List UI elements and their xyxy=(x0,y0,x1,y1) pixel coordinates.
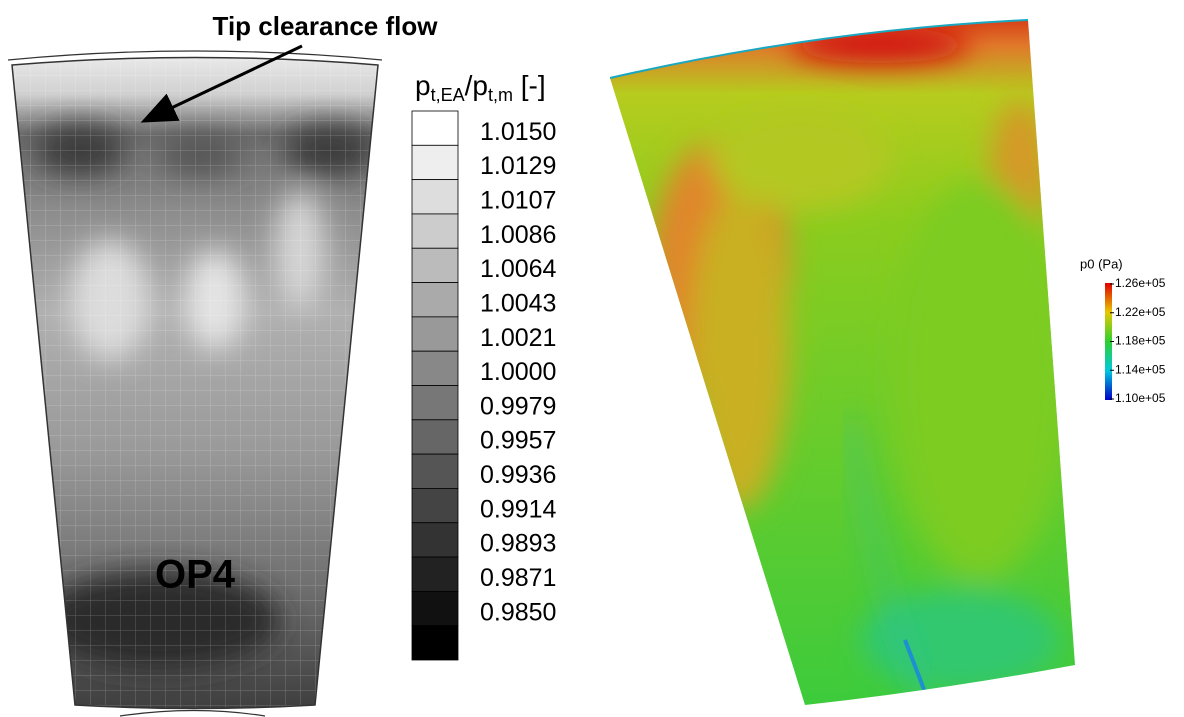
left-outline xyxy=(119,709,266,717)
title-part: /p xyxy=(465,70,488,101)
colorbar-label: 1.0043 xyxy=(480,289,556,317)
colorbar-box xyxy=(411,419,459,455)
title-part: [-] xyxy=(513,70,546,101)
colorbar-label: 0.9957 xyxy=(480,427,556,455)
tick-label: 1.22e+05 xyxy=(1115,305,1166,319)
colorbar-label: 0.9850 xyxy=(480,598,556,626)
colorbar-box xyxy=(411,179,459,215)
colorbar-box xyxy=(411,144,459,181)
left-colorbar: 1.0150 1.0129 1.0107 1.0086 1.0064 1.0043 1.00… xyxy=(411,110,557,661)
colorbar-label: 1.0064 xyxy=(480,255,557,283)
tick-label: 1.10e+05 xyxy=(1115,391,1166,405)
title-part: p xyxy=(415,70,431,101)
colorbar-box xyxy=(411,556,459,592)
colorbar-box xyxy=(411,453,459,489)
right-colorbar-ticks: 1.26e+05 1.22e+05 1.18e+05 1.14e+05 1.10e+05 xyxy=(1110,276,1166,405)
tick-label: 1.26e+05 xyxy=(1115,276,1166,290)
colorbar-label: 1.0107 xyxy=(480,187,556,215)
colorbar-label: 0.9936 xyxy=(480,461,556,489)
title-part: t,m xyxy=(488,85,513,105)
left-outline xyxy=(7,50,383,61)
tick-label: 1.18e+05 xyxy=(1115,334,1166,348)
colorbar-title: pt,EA/pt,m [-] xyxy=(415,70,546,104)
colorbar-title: p0 (Pa) xyxy=(1080,256,1123,271)
colorbar-label: 0.9914 xyxy=(480,495,557,523)
colorbar-label: 1.0086 xyxy=(480,221,556,249)
colorbar-box xyxy=(411,247,459,283)
colorbar-label: 0.9871 xyxy=(480,564,556,592)
colorbar-box xyxy=(411,522,459,558)
colorbar-box xyxy=(411,316,459,352)
right-colorbar xyxy=(1105,283,1112,400)
tick-label: 1.14e+05 xyxy=(1115,362,1166,376)
annotation-arrow xyxy=(140,44,303,123)
left-contour xyxy=(12,57,378,709)
colorbar-box xyxy=(411,350,459,386)
left-outline xyxy=(11,56,379,710)
colorbar-box xyxy=(411,625,459,661)
colorbar-label: 1.0129 xyxy=(480,152,556,180)
colorbar-label: 0.9893 xyxy=(480,530,556,558)
colorbar-label: 1.0000 xyxy=(480,358,556,386)
colorbar-label: 1.0150 xyxy=(480,118,556,146)
title-part: t,EA xyxy=(431,85,465,105)
colorbar-box xyxy=(411,282,459,318)
operating-point-label: OP4 xyxy=(155,553,236,597)
colorbar-box xyxy=(411,488,459,524)
colorbar-box xyxy=(411,590,459,627)
colorbar-label: 1.0021 xyxy=(480,324,556,352)
annotation: Tip clearance flow xyxy=(213,11,439,41)
colorbar-box xyxy=(411,213,459,249)
colorbar-label: 0.9979 xyxy=(480,392,556,420)
colorbar-box xyxy=(411,385,459,421)
right-outline xyxy=(609,19,1029,79)
colorbar-box xyxy=(411,110,459,146)
right-contour xyxy=(610,20,1075,705)
